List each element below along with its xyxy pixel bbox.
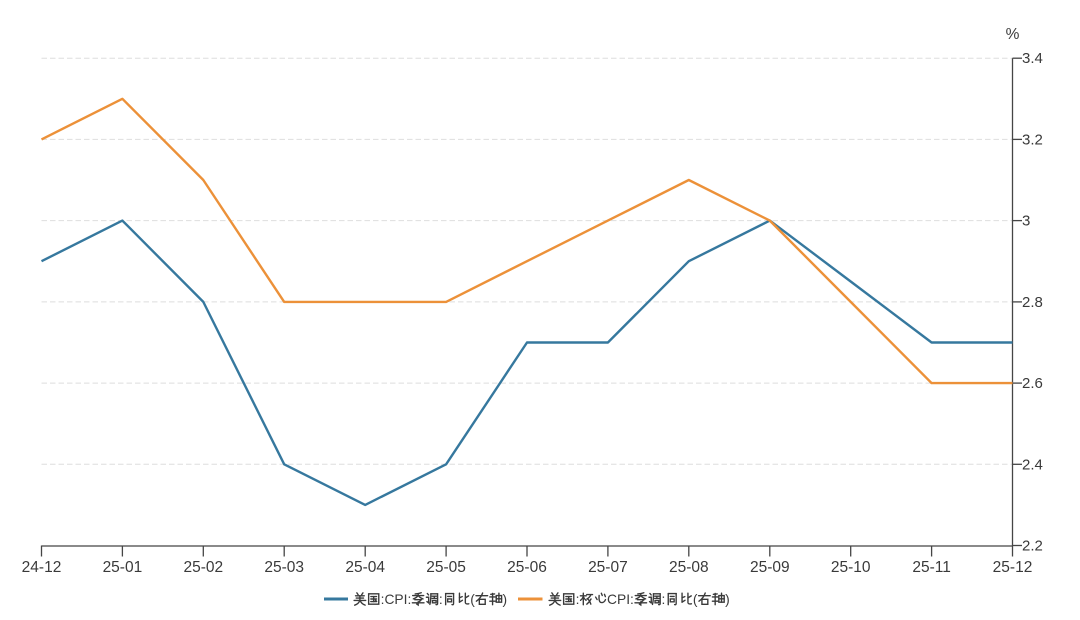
svg-text::: : [381, 592, 385, 607]
svg-text:3: 3 [1022, 213, 1030, 230]
svg-text:25-09: 25-09 [750, 559, 790, 576]
svg-text:25-11: 25-11 [912, 559, 951, 576]
svg-text::: : [576, 592, 580, 607]
svg-text:25-01: 25-01 [103, 559, 143, 576]
svg-text:25-02: 25-02 [183, 559, 223, 576]
svg-text::: : [407, 592, 411, 607]
svg-text::: : [661, 592, 665, 607]
svg-text::: : [439, 592, 443, 607]
svg-text:25-04: 25-04 [345, 559, 385, 576]
svg-text:(: ( [693, 592, 698, 607]
svg-text:25-12: 25-12 [993, 559, 1033, 576]
svg-text:25-06: 25-06 [507, 559, 547, 576]
svg-text:CPI: CPI [384, 592, 407, 607]
svg-text:2.4: 2.4 [1022, 456, 1043, 473]
svg-text:25-08: 25-08 [669, 559, 709, 576]
svg-text:25-05: 25-05 [426, 559, 466, 576]
svg-text:2.8: 2.8 [1022, 294, 1043, 311]
svg-text:24-12: 24-12 [22, 559, 62, 576]
svg-text:): ) [503, 592, 508, 607]
svg-text:25-10: 25-10 [831, 559, 871, 576]
svg-text:CPI: CPI [607, 592, 630, 607]
svg-text:2.2: 2.2 [1022, 538, 1043, 555]
svg-text:3.4: 3.4 [1022, 50, 1043, 67]
svg-text:2.6: 2.6 [1022, 375, 1043, 392]
svg-text::: : [630, 592, 634, 607]
svg-text:3.2: 3.2 [1022, 131, 1043, 148]
svg-text:25-03: 25-03 [264, 559, 304, 576]
svg-text:25-07: 25-07 [588, 559, 628, 576]
svg-text:(: ( [470, 592, 475, 607]
svg-text:%: % [1006, 26, 1020, 43]
svg-text:): ) [725, 592, 730, 607]
